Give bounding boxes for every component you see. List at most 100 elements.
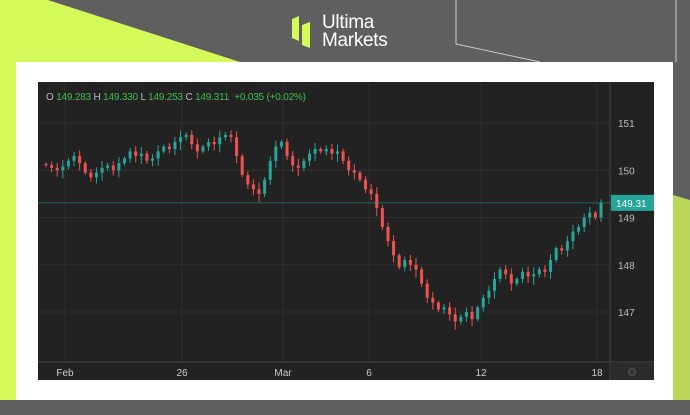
candle-body [498, 269, 502, 279]
candle-body [111, 165, 115, 171]
candle-body [420, 269, 424, 284]
open-value: 149.283 [56, 92, 91, 103]
candle-body [565, 241, 569, 251]
candle-body [212, 141, 216, 145]
candle-body [543, 269, 547, 272]
ohlc-legend: O 149.283 H 149.330 L 149.253 C 149.311 … [46, 92, 306, 103]
candle-body [442, 307, 446, 310]
candle-body [279, 141, 283, 147]
candle-body [403, 260, 407, 268]
candle-body [549, 260, 553, 272]
candle-body [380, 208, 384, 227]
candle-body [554, 248, 558, 261]
candle-body [195, 144, 199, 152]
brand-logo: Ultima Markets [292, 12, 388, 51]
x-tick-label: 18 [591, 368, 603, 379]
candle-body [560, 248, 564, 251]
outline-shape [455, 0, 541, 63]
candle-body [263, 179, 267, 194]
candle-body [459, 316, 463, 322]
candle-body [476, 307, 480, 320]
candle-body [89, 172, 93, 178]
candle-body [588, 212, 592, 218]
candle-body [504, 269, 508, 275]
change-value: +0.035 (+0.02%) [234, 92, 306, 103]
y-tick-label: 147 [618, 308, 635, 319]
candle-body [44, 164, 48, 166]
logo-mark-icon [292, 16, 310, 48]
candle-body [55, 167, 59, 171]
candle-body [448, 307, 452, 315]
candle-body [341, 151, 345, 161]
candle-body [218, 137, 222, 145]
candle-body [66, 160, 70, 167]
candle-body [509, 274, 513, 284]
candle-body [128, 151, 132, 159]
candle-body [375, 193, 379, 209]
candle-body [122, 158, 126, 164]
x-tick-label: Mar [274, 368, 292, 379]
candle-body [235, 137, 239, 157]
last-price-label: 149.31 [616, 199, 647, 210]
chart-svg[interactable]: 151 150 149 148 147 ⚙ Feb 26 Mar 6 12 18 149.31 [38, 82, 655, 381]
candle-body [364, 179, 368, 190]
y-tick-label: 148 [618, 261, 635, 272]
low-value: 149.253 [148, 92, 183, 103]
candle-body [593, 212, 597, 218]
candle-body [139, 153, 143, 157]
candle-body [179, 137, 183, 142]
candle-body [173, 141, 177, 149]
candle-body [72, 156, 76, 161]
candle-body [61, 166, 65, 171]
candle-body [223, 134, 227, 138]
candle-body [526, 271, 530, 277]
candle-body [274, 146, 278, 161]
lime-shape-right [673, 195, 690, 400]
candle-body [369, 189, 373, 194]
candle-body [532, 274, 536, 277]
candle-body [296, 165, 300, 168]
candle-body [94, 172, 98, 178]
candle-body [470, 312, 474, 320]
brand-line1: Ultima [322, 12, 375, 33]
candle-body [414, 264, 418, 270]
candle-body [319, 148, 323, 152]
candle-body [78, 156, 82, 164]
candle-body [324, 148, 328, 152]
candle-body [577, 226, 581, 232]
candle-body [151, 158, 155, 161]
x-tick-label: Feb [56, 368, 74, 379]
candle-body [240, 156, 244, 175]
candle-body [291, 156, 295, 166]
brand-line2: Markets [322, 30, 388, 51]
candle-body [330, 148, 334, 154]
candle-body [571, 231, 575, 242]
high-value: 149.330 [103, 92, 138, 103]
x-tick-label: 6 [366, 368, 372, 379]
candle-body [207, 141, 211, 147]
candle-body [156, 151, 160, 159]
candle-body [386, 226, 390, 242]
candlestick-chart[interactable]: 151 150 149 148 147 ⚙ Feb 26 Mar 6 12 18 149.31 O 14… [38, 82, 655, 381]
candle-body [167, 146, 171, 149]
candle-body [106, 165, 110, 168]
candle-body [201, 146, 205, 152]
candle-body [521, 271, 525, 279]
candle-body [347, 160, 351, 171]
candle-body [307, 153, 311, 161]
candle-body [436, 302, 440, 310]
candle-body [481, 297, 485, 308]
candle-body [464, 312, 468, 317]
candle-body [537, 269, 541, 275]
candle-body [100, 167, 104, 173]
settings-gear-icon[interactable]: ⚙ [627, 365, 638, 379]
candle-body [582, 217, 586, 227]
candle-body [408, 260, 412, 265]
candle-body [251, 184, 255, 190]
x-tick-label: 12 [475, 368, 487, 379]
candle-body [134, 151, 138, 157]
candle-body [431, 297, 435, 303]
candle-body [487, 290, 491, 298]
candle-body [285, 141, 289, 157]
